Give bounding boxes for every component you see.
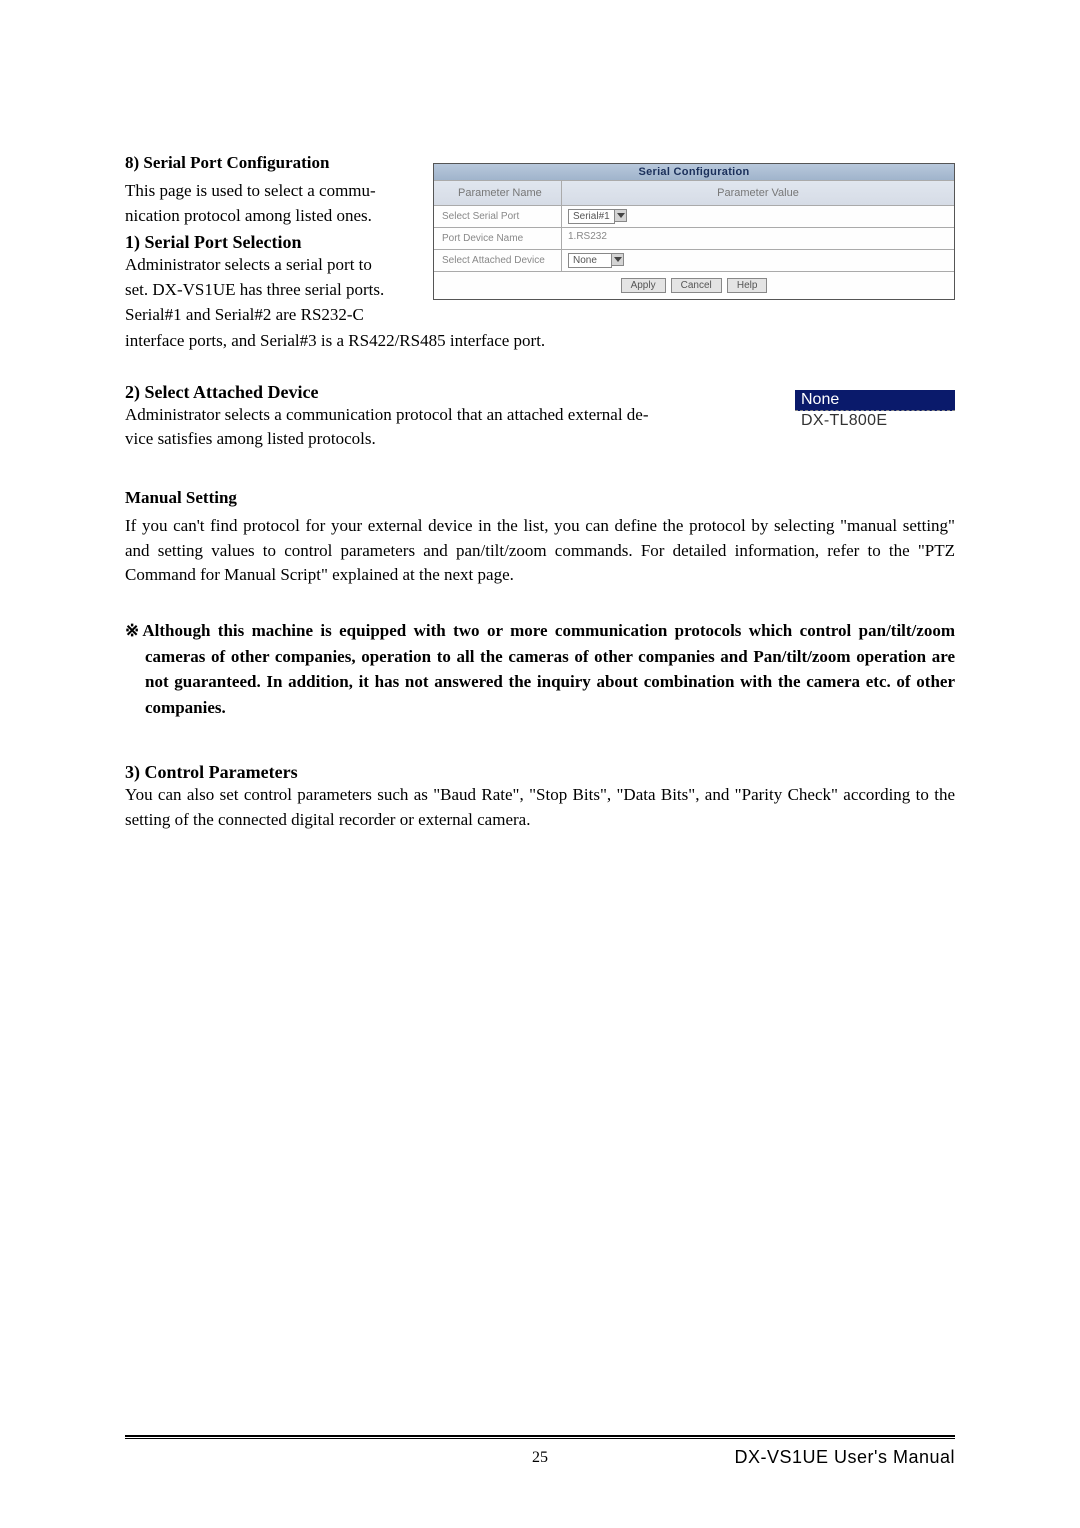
config-title: Serial Configuration [434,164,954,180]
config-row-2: Port Device Name 1.RS232 [434,227,954,249]
s1-l4: interface ports, and Serial#3 is a RS422… [125,329,955,354]
section8-line1: This page is used to select a commu- [125,179,421,204]
content-area: 8) Serial Port Configuration This page i… [125,145,955,832]
row2-value: 1.RS232 [562,228,954,249]
s2-l1: Administrator selects a communication pr… [125,403,675,428]
section8-line2: nication protocol among listed ones. [125,204,421,229]
apply-button[interactable]: Apply [621,278,666,293]
config-buttons: Apply Cancel Help [434,271,954,299]
header-param-value: Parameter Value [562,181,954,205]
row1-label: Select Serial Port [434,206,562,227]
manual-setting-body: If you can't find protocol for your exte… [125,514,955,588]
manual-setting-title: Manual Setting [125,488,955,508]
s2-l2: vice satisfies among listed protocols. [125,427,675,452]
config-header-row: Parameter Name Parameter Value [434,180,954,205]
header-param-name: Parameter Name [434,181,562,205]
s1-l2: set. DX-VS1UE has three serial ports. [125,278,421,303]
device-item-1[interactable]: DX-TL800E [795,411,955,431]
chevron-down-icon-2[interactable] [611,253,624,266]
section2-body: Administrator selects a communication pr… [125,403,675,452]
note-block: ※Although this machine is equipped with … [125,618,955,720]
serial-port-select[interactable]: Serial#1 [568,209,615,224]
config-row-1: Select Serial Port Serial#1 [434,205,954,227]
s1-l3: Serial#1 and Serial#2 are RS232-C [125,303,421,328]
device-list: None DX-TL800E [795,390,955,431]
section1-body: Administrator selects a serial port to s… [125,253,421,327]
cancel-button[interactable]: Cancel [671,278,722,293]
section8-body: This page is used to select a commu- nic… [125,179,421,228]
row2-label: Port Device Name [434,228,562,249]
footer-divider [125,1435,955,1439]
row1-cell: Serial#1 [562,206,954,227]
config-row-3: Select Attached Device None [434,249,954,271]
section3-body: You can also set control parameters such… [125,783,955,832]
chevron-down-icon[interactable] [614,209,627,222]
row3-label: Select Attached Device [434,250,562,271]
attached-device-select[interactable]: None [568,253,612,268]
section3-title: 3) Control Parameters [125,762,955,783]
row3-cell: None [562,250,954,271]
section3: 3) Control Parameters You can also set c… [125,762,955,832]
help-button[interactable]: Help [727,278,768,293]
page-footer: 25 DX-VS1UE User's Manual [125,1435,955,1468]
s1-l1: Administrator selects a serial port to [125,253,421,278]
device-none[interactable]: None [795,390,955,411]
serial-config-table: Serial Configuration Parameter Name Para… [433,163,955,300]
